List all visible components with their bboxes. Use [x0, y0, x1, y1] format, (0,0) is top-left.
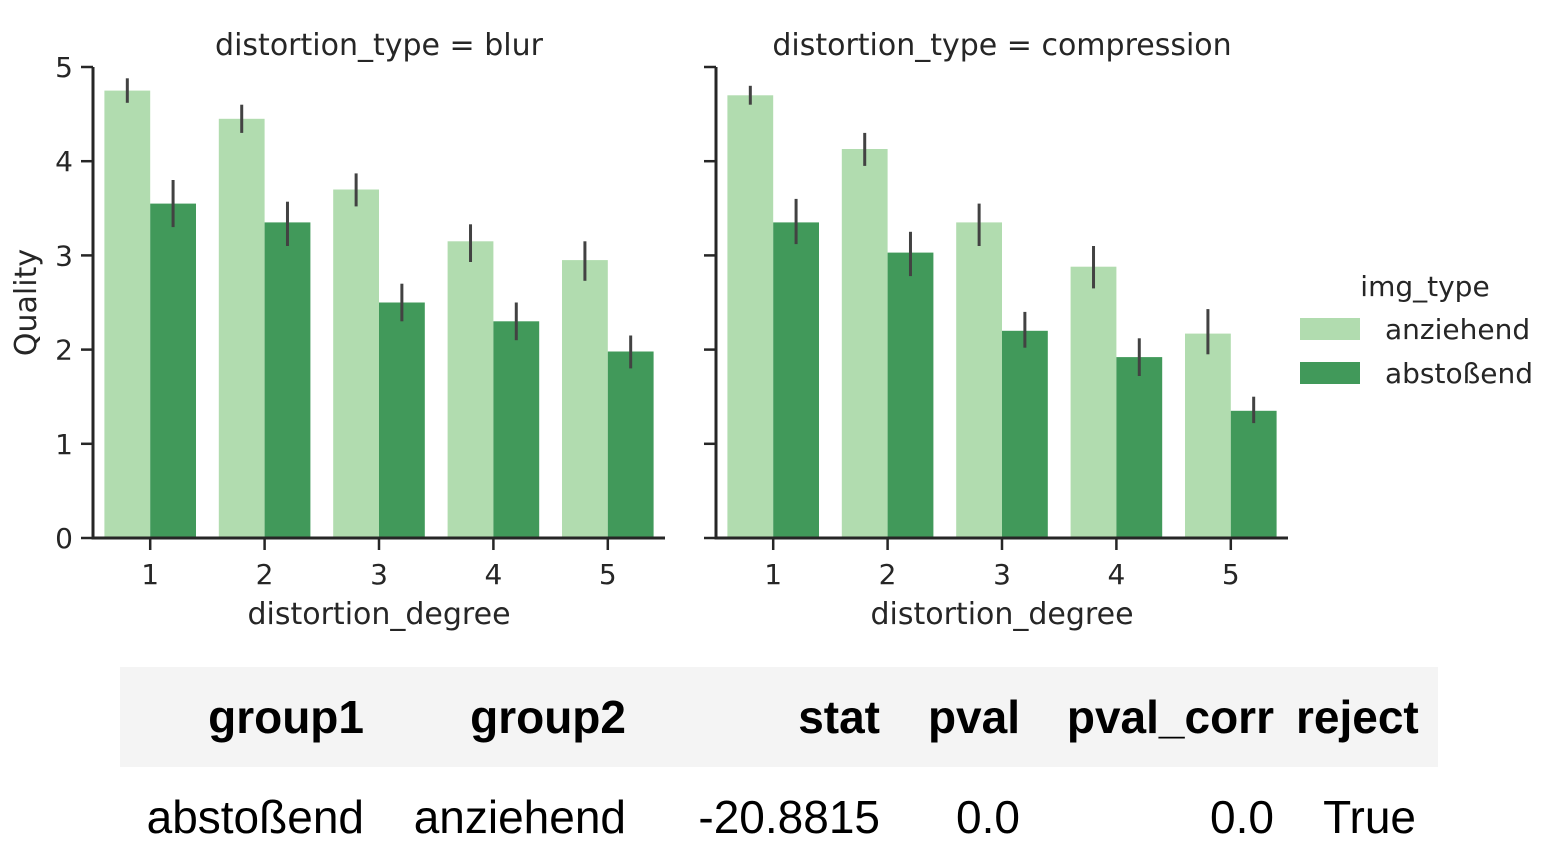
x-tick-label: 2 — [879, 558, 897, 591]
panel-title: distortion_type = compression — [772, 28, 1231, 63]
x-tick-label: 5 — [1222, 558, 1240, 591]
bar-anziehend-3 — [333, 189, 379, 538]
panel-blur: 0 1 2 3 4 5 1 2 3 4 5 distortion_type = blur distort… — [9, 28, 665, 632]
bar-anziehend-5 — [562, 260, 608, 538]
panel-title: distortion_type = blur — [215, 28, 544, 63]
x-axis-label: distortion_degree — [870, 597, 1133, 632]
legend-label-anziehend: anziehend — [1385, 313, 1530, 346]
x-tick-label: 2 — [256, 558, 274, 591]
bar-anziehend-4 — [1070, 266, 1117, 538]
table-row: abstoßend anziehend -20.8815 0.0 0.0 Tru… — [120, 767, 1438, 867]
legend-swatch-abstoßend — [1300, 362, 1360, 384]
col-header-reject: reject — [1296, 691, 1419, 743]
bar-anziehend-4 — [447, 241, 494, 539]
cell-pval: 0.0 — [956, 791, 1020, 843]
y-tick-label: 1 — [55, 428, 73, 461]
bar-anziehend-2 — [841, 149, 888, 538]
legend-label-abstoßend: abstoßend — [1385, 357, 1533, 390]
bar-abstoßend-1 — [773, 222, 819, 538]
cell-stat: -20.8815 — [698, 791, 880, 843]
bar-abstoßend-2 — [264, 222, 311, 538]
bar-anziehend-2 — [218, 118, 265, 539]
cell-pval-corr: 0.0 — [1210, 791, 1274, 843]
bar-anziehend-3 — [956, 222, 1002, 538]
col-header-group2: group2 — [470, 691, 626, 743]
bar-abstoßend-1 — [150, 203, 196, 538]
bar-abstoßend-3 — [379, 302, 425, 538]
x-axis-label: distortion_degree — [247, 597, 510, 632]
col-header-pval: pval — [927, 691, 1020, 743]
y-tick-label: 5 — [55, 51, 73, 84]
y-axis-label: Quality — [9, 249, 44, 356]
bar-abstoßend-2 — [887, 252, 934, 538]
x-tick-label: 1 — [141, 558, 159, 591]
bar-anziehend-1 — [727, 95, 774, 539]
y-tick-label: 2 — [55, 334, 73, 367]
bar-anziehend-5 — [1185, 333, 1231, 538]
chart-area: 0 1 2 3 4 5 1 2 3 4 5 distortion_type = blur distort… — [9, 28, 1533, 632]
x-tick-label: 4 — [1107, 558, 1125, 591]
bar-anziehend-1 — [104, 90, 151, 538]
x-tick-label: 1 — [764, 558, 782, 591]
legend: img_type anziehend abstoßend — [1300, 270, 1533, 390]
bar-abstoßend-4 — [1116, 357, 1163, 538]
cell-group2: anziehend — [413, 791, 626, 843]
x-tick-label: 3 — [370, 558, 388, 591]
y-tick-label: 0 — [55, 522, 73, 555]
x-tick-label: 3 — [993, 558, 1011, 591]
y-tick-label: 4 — [55, 145, 73, 178]
bar-abstoßend-4 — [493, 321, 540, 538]
cell-reject: True — [1323, 791, 1416, 843]
stats-table: group1 group2 stat pval pval_corr reject… — [120, 667, 1438, 867]
y-tick-label: 3 — [55, 239, 73, 272]
legend-title: img_type — [1360, 270, 1489, 303]
bar-abstoßend-5 — [607, 351, 654, 538]
col-header-pval-corr: pval_corr — [1066, 691, 1274, 743]
x-tick-label: 4 — [484, 558, 502, 591]
bar-abstoßend-5 — [1230, 410, 1277, 538]
panel-compression: 1 2 3 4 5 distortion_type = compression distor… — [704, 28, 1288, 632]
stats-table-header-row: group1 group2 stat pval pval_corr reject — [120, 667, 1438, 767]
legend-swatch-anziehend — [1300, 318, 1360, 340]
col-header-stat: stat — [798, 691, 880, 743]
x-tick-label: 5 — [599, 558, 617, 591]
cell-group1: abstoßend — [146, 791, 364, 843]
bar-abstoßend-3 — [1002, 330, 1048, 538]
col-header-group1: group1 — [208, 691, 364, 743]
